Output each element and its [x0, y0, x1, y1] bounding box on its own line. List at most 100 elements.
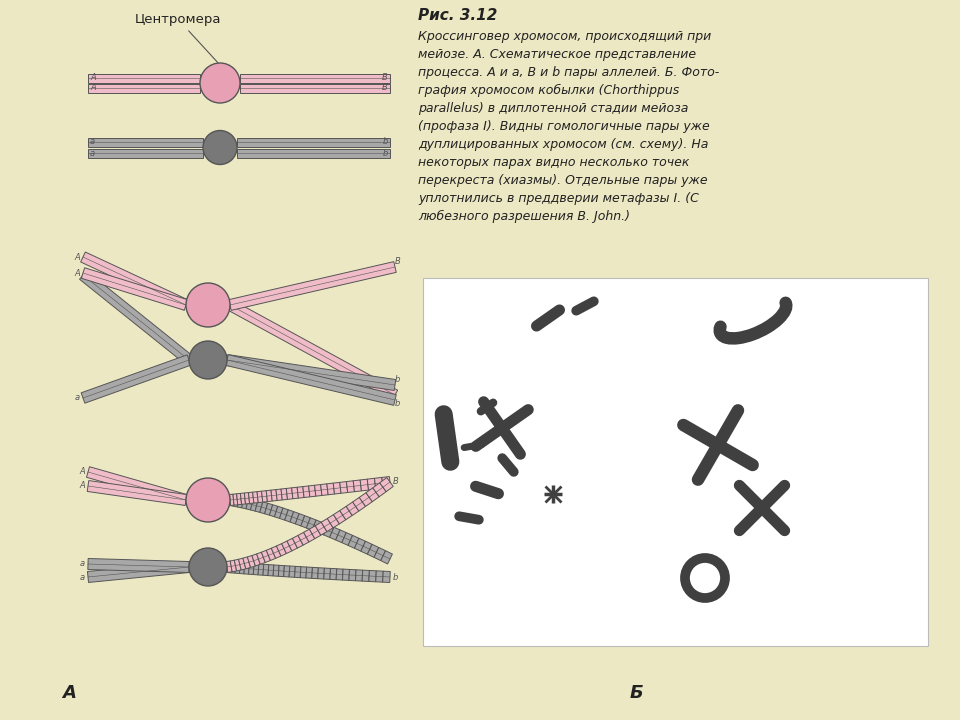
- Polygon shape: [347, 481, 354, 492]
- Text: A: A: [90, 84, 96, 92]
- Polygon shape: [237, 148, 390, 158]
- Text: A: A: [80, 467, 85, 477]
- Polygon shape: [236, 493, 242, 505]
- Polygon shape: [352, 498, 366, 511]
- Polygon shape: [340, 482, 348, 493]
- Polygon shape: [240, 493, 246, 504]
- Polygon shape: [235, 562, 240, 574]
- Polygon shape: [329, 527, 340, 540]
- Polygon shape: [242, 497, 249, 509]
- Polygon shape: [318, 567, 324, 579]
- Polygon shape: [82, 268, 187, 310]
- Polygon shape: [293, 536, 303, 548]
- Polygon shape: [312, 520, 322, 533]
- Circle shape: [189, 548, 227, 586]
- Polygon shape: [340, 506, 352, 520]
- Text: мейозе. А. Схематическое представление: мейозе. А. Схематическое представление: [418, 48, 696, 61]
- Polygon shape: [234, 559, 241, 571]
- Text: A: A: [74, 269, 80, 277]
- Polygon shape: [252, 492, 258, 503]
- Text: A: A: [80, 482, 85, 490]
- Polygon shape: [263, 564, 269, 575]
- Polygon shape: [330, 568, 337, 580]
- Polygon shape: [302, 486, 310, 498]
- Polygon shape: [368, 478, 375, 490]
- Polygon shape: [249, 563, 254, 575]
- Circle shape: [186, 478, 230, 522]
- Polygon shape: [369, 570, 376, 582]
- Polygon shape: [229, 495, 235, 506]
- Text: Кроссинговер хромосом, происходящий при: Кроссинговер хромосом, происходящий при: [418, 30, 711, 43]
- Polygon shape: [312, 567, 319, 579]
- Circle shape: [200, 63, 240, 103]
- Polygon shape: [87, 480, 187, 505]
- Text: А: А: [62, 684, 76, 702]
- Polygon shape: [86, 467, 187, 505]
- Polygon shape: [379, 477, 394, 492]
- Polygon shape: [333, 510, 346, 524]
- Text: графия хромосом кобылки (Chorthippus: графия хромосом кобылки (Chorthippus: [418, 84, 680, 97]
- Polygon shape: [240, 73, 390, 83]
- Polygon shape: [88, 73, 200, 83]
- Polygon shape: [272, 546, 281, 558]
- Polygon shape: [243, 557, 251, 569]
- Polygon shape: [295, 567, 300, 577]
- Polygon shape: [321, 484, 328, 495]
- Polygon shape: [251, 499, 258, 511]
- Polygon shape: [374, 477, 383, 489]
- Polygon shape: [306, 567, 312, 578]
- Polygon shape: [244, 563, 250, 575]
- Polygon shape: [315, 522, 327, 535]
- Polygon shape: [252, 554, 260, 566]
- Text: Б: Б: [630, 684, 644, 702]
- Polygon shape: [228, 261, 396, 310]
- Polygon shape: [265, 503, 273, 516]
- Text: b: b: [383, 148, 388, 158]
- Polygon shape: [80, 271, 192, 364]
- Text: дуплицированных хромосом (см. схему). На: дуплицированных хромосом (см. схему). На: [418, 138, 708, 151]
- Polygon shape: [300, 567, 306, 578]
- Polygon shape: [281, 488, 287, 500]
- Text: процесса. А и а, В и b пары аллелей. Б. Фото-: процесса. А и а, В и b пары аллелей. Б. …: [418, 66, 719, 79]
- Polygon shape: [374, 547, 386, 561]
- Polygon shape: [296, 513, 304, 526]
- Polygon shape: [315, 485, 322, 496]
- Polygon shape: [279, 508, 288, 520]
- Polygon shape: [268, 564, 274, 576]
- Polygon shape: [229, 494, 234, 505]
- Circle shape: [186, 283, 230, 327]
- Polygon shape: [361, 541, 372, 554]
- Polygon shape: [354, 539, 366, 552]
- Text: A: A: [90, 73, 96, 83]
- Polygon shape: [88, 148, 203, 158]
- Text: b: b: [383, 138, 388, 146]
- Text: перекреста (хиазмы). Отдельные пары уже: перекреста (хиазмы). Отдельные пары уже: [418, 174, 708, 187]
- Polygon shape: [260, 502, 268, 514]
- Polygon shape: [256, 552, 265, 564]
- Polygon shape: [248, 556, 255, 567]
- Polygon shape: [255, 500, 263, 513]
- Polygon shape: [276, 489, 282, 500]
- Polygon shape: [287, 539, 298, 551]
- Polygon shape: [239, 562, 245, 574]
- Polygon shape: [238, 558, 246, 570]
- Polygon shape: [336, 569, 343, 580]
- Polygon shape: [233, 494, 238, 505]
- Polygon shape: [324, 525, 334, 537]
- Polygon shape: [261, 490, 268, 502]
- Polygon shape: [266, 490, 273, 502]
- Polygon shape: [336, 530, 347, 543]
- Polygon shape: [292, 487, 299, 499]
- Polygon shape: [261, 550, 271, 562]
- Polygon shape: [353, 480, 361, 492]
- Polygon shape: [366, 488, 379, 502]
- Polygon shape: [298, 487, 304, 498]
- Polygon shape: [362, 570, 370, 582]
- Polygon shape: [230, 560, 236, 572]
- Polygon shape: [290, 512, 300, 524]
- Text: уплотнились в преддверии метафазы I. (С: уплотнились в преддверии метафазы I. (С: [418, 192, 699, 205]
- Text: B: B: [382, 84, 388, 92]
- Polygon shape: [343, 569, 349, 580]
- Polygon shape: [82, 355, 191, 403]
- Polygon shape: [360, 479, 369, 491]
